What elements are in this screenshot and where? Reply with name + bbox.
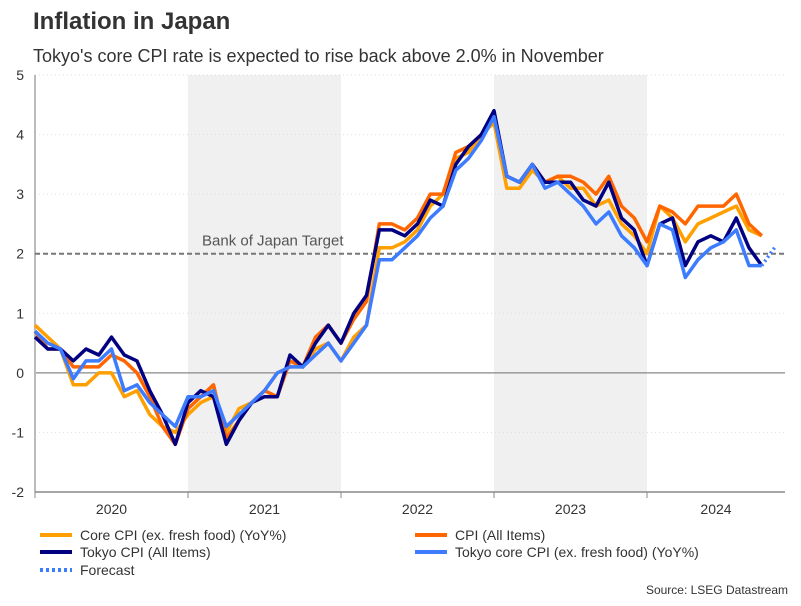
chart-title: Inflation in Japan <box>33 8 230 35</box>
y-tick-label: -2 <box>12 484 25 500</box>
boj-target-label: Bank of Japan Target <box>202 233 344 250</box>
y-tick-label: -1 <box>12 424 25 440</box>
y-tick-label: 4 <box>16 127 24 143</box>
legend-label: Tokyo core CPI (ex. fresh food) (YoY%) <box>455 544 699 560</box>
y-tick-label: 2 <box>16 246 24 262</box>
legend-label: CPI (All Items) <box>455 527 545 543</box>
y-tick-label: 5 <box>16 67 24 83</box>
legend-label: Tokyo CPI (All Items) <box>80 544 211 560</box>
y-tick-label: 1 <box>16 305 24 321</box>
series-line <box>33 114 763 447</box>
source-note: Source: LSEG Datastream <box>646 583 788 597</box>
chart-subtitle: Tokyo's core CPI rate is expected to ris… <box>33 46 604 66</box>
series-line <box>33 108 764 447</box>
y-tick-label: 0 <box>16 365 24 381</box>
shaded-year-band <box>494 75 647 492</box>
series-line <box>33 114 762 429</box>
shaded-year-band <box>188 75 341 492</box>
x-tick-label: 2022 <box>402 501 433 517</box>
legend-label: Forecast <box>80 562 135 578</box>
x-tick-label: 2023 <box>555 501 586 517</box>
y-tick-label: 3 <box>16 186 24 202</box>
x-tick-label: 2020 <box>96 501 127 517</box>
forecast-line <box>760 246 776 267</box>
x-tick-label: 2024 <box>700 501 731 517</box>
legend-label: Core CPI (ex. fresh food) (YoY%) <box>80 527 286 543</box>
x-tick-label: 2021 <box>249 501 280 517</box>
